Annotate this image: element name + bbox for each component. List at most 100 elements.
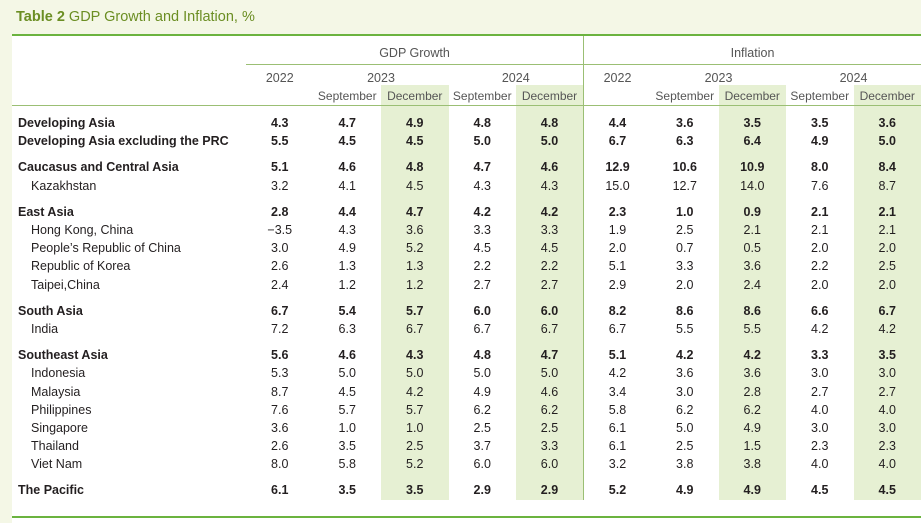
table-row: People’s Republic of China 3.0 4.9 5.2 4.5 4.… xyxy=(12,239,921,258)
gdp-value: 7.2 xyxy=(271,321,289,336)
inflation-value: 2.3 xyxy=(811,439,829,454)
row-label: Philippines xyxy=(31,402,92,417)
gdp-value: 5.0 xyxy=(516,132,584,151)
gdp-value: 3.7 xyxy=(473,439,491,454)
inflation-value: 3.5 xyxy=(718,114,786,133)
gdp-value: 8.0 xyxy=(271,457,289,472)
inflation-value: 2.1 xyxy=(718,220,786,240)
gdp-value: 6.3 xyxy=(338,321,356,336)
inflation-value: 3.3 xyxy=(676,259,694,274)
inflation-value: 2.0 xyxy=(853,275,921,294)
gdp-value: 4.1 xyxy=(338,178,356,193)
gdp-value: 4.3 xyxy=(271,116,289,131)
inflation-value: 2.0 xyxy=(676,277,694,292)
table-row: Malaysia 8.7 4.5 4.2 4.9 4.6 3.4 3.0 2.8 2.7 2.7 xyxy=(12,382,921,401)
gdp-value: 5.6 xyxy=(271,348,289,363)
inflation-value: 2.2 xyxy=(811,259,829,274)
gdp-value: 1.3 xyxy=(338,259,356,274)
inflation-value: 5.1 xyxy=(583,346,651,365)
gdp-value: 3.6 xyxy=(381,220,449,240)
row-label: Singapore xyxy=(31,420,88,435)
table-row: Southeast Asia 5.6 4.6 4.3 4.8 4.7 5.1 4.2 4.2 3.… xyxy=(12,346,921,365)
inflation-value: 2.5 xyxy=(676,223,694,238)
inflation-value: 6.7 xyxy=(583,132,651,151)
row-label: Taipei,China xyxy=(31,277,100,292)
gdp-value: 2.5 xyxy=(516,418,584,437)
table-row: South Asia 6.7 5.4 5.7 6.0 6.0 8.2 8.6 8.6 6.6 6.7 xyxy=(12,301,921,320)
gdp-value: 6.7 xyxy=(381,319,449,339)
row-label: Republic of Korea xyxy=(31,259,131,274)
gdp-value: 4.5 xyxy=(381,132,449,151)
inflation-value: 6.1 xyxy=(583,437,651,456)
inflation-value: 3.4 xyxy=(583,382,651,401)
table-row: Thailand 2.6 3.5 2.5 3.7 3.3 6.1 2.5 1.5 2.3 2.3 xyxy=(12,437,921,456)
gdp-value: 4.2 xyxy=(381,382,449,401)
header-inf-2022: 2022 xyxy=(583,64,651,85)
inflation-value: 0.7 xyxy=(676,241,694,256)
gdp-value: 4.3 xyxy=(473,178,491,193)
table-title-text: GDP Growth and Inflation, % xyxy=(68,9,255,25)
header-gdp-2022: 2022 xyxy=(265,71,294,85)
gdp-value: 3.5 xyxy=(338,483,356,498)
inflation-value: 4.0 xyxy=(811,402,829,417)
inflation-value: 6.4 xyxy=(718,132,786,151)
row-label: Malaysia xyxy=(31,384,81,399)
gdp-value: 5.2 xyxy=(381,455,449,474)
table-row: Philippines 7.6 5.7 5.7 6.2 6.2 5.8 6.2 6.2 4.0 4.… xyxy=(12,400,921,419)
gdp-value: 1.0 xyxy=(381,418,449,437)
gdp-value: 2.6 xyxy=(271,439,289,454)
gdp-value: 5.5 xyxy=(271,134,289,149)
inflation-value: 4.5 xyxy=(811,483,829,498)
inflation-value: 2.1 xyxy=(853,202,921,221)
gdp-value: 5.3 xyxy=(271,366,289,381)
gdp-value: 4.3 xyxy=(381,346,449,365)
gdp-value: 4.2 xyxy=(473,204,491,219)
inflation-value: 5.8 xyxy=(583,400,651,419)
table-row: Viet Nam 8.0 5.8 5.2 6.0 6.0 3.2 3.8 3.8 4.0 4.0 xyxy=(12,455,921,474)
inflation-value: 5.5 xyxy=(676,321,694,336)
gdp-value: 2.5 xyxy=(473,420,491,435)
header-inf-2024: 2024 xyxy=(839,71,868,85)
gdp-value: 4.6 xyxy=(338,348,356,363)
inflation-value: 15.0 xyxy=(583,176,651,195)
gdp-value: 5.7 xyxy=(381,400,449,419)
inflation-value: 4.9 xyxy=(811,134,829,149)
gdp-value: 2.9 xyxy=(473,483,491,498)
gdp-inflation-table: GDP Growth Inflation 2022 2023 2024 2022… xyxy=(12,36,921,500)
row-label: Thailand xyxy=(31,439,79,454)
inflation-value: 3.8 xyxy=(676,457,694,472)
gdp-value: 5.0 xyxy=(338,366,356,381)
table-body: Developing Asia 4.3 4.7 4.9 4.8 4.8 4.4 3.6 3.5 3… xyxy=(12,105,921,500)
inflation-value: 7.6 xyxy=(811,178,829,193)
row-label: Hong Kong, China xyxy=(31,223,134,238)
inflation-value: 8.2 xyxy=(583,301,651,320)
table-row: East Asia 2.8 4.4 4.7 4.2 4.2 2.3 1.0 0.9 2.1 2.1 xyxy=(12,202,921,221)
inflation-value: 6.1 xyxy=(583,418,651,437)
row-label: The Pacific xyxy=(18,483,84,498)
inflation-value: 5.2 xyxy=(583,481,651,500)
inflation-value: 12.7 xyxy=(672,178,697,193)
inflation-value: 1.0 xyxy=(676,204,694,219)
header-gdp-2023-sep: September xyxy=(313,85,381,106)
inflation-value: 4.0 xyxy=(853,455,921,474)
gdp-value: 6.2 xyxy=(516,400,584,419)
gdp-value: 6.0 xyxy=(516,455,584,474)
gdp-value: 4.7 xyxy=(516,346,584,365)
gdp-value: 4.9 xyxy=(338,241,356,256)
inflation-value: 8.6 xyxy=(718,301,786,320)
gdp-value: 4.5 xyxy=(338,134,356,149)
gdp-value: 4.9 xyxy=(473,384,491,399)
header-inf-2023-sep: September xyxy=(651,85,719,106)
inflation-value: 5.0 xyxy=(853,132,921,151)
table-row: Developing Asia 4.3 4.7 4.9 4.8 4.8 4.4 3.6 3.5 3… xyxy=(12,114,921,133)
gdp-value: 6.7 xyxy=(271,303,289,318)
inflation-value: 5.5 xyxy=(718,319,786,339)
gdp-value: 4.5 xyxy=(516,239,584,258)
gdp-value: 3.5 xyxy=(338,439,356,454)
row-label: Developing Asia excluding the PRC xyxy=(18,134,229,149)
inflation-value: 3.0 xyxy=(853,364,921,383)
inflation-value: 2.0 xyxy=(811,277,829,292)
inflation-value: 4.2 xyxy=(853,319,921,339)
inflation-value: 3.0 xyxy=(811,366,829,381)
inflation-value: 2.0 xyxy=(853,239,921,258)
